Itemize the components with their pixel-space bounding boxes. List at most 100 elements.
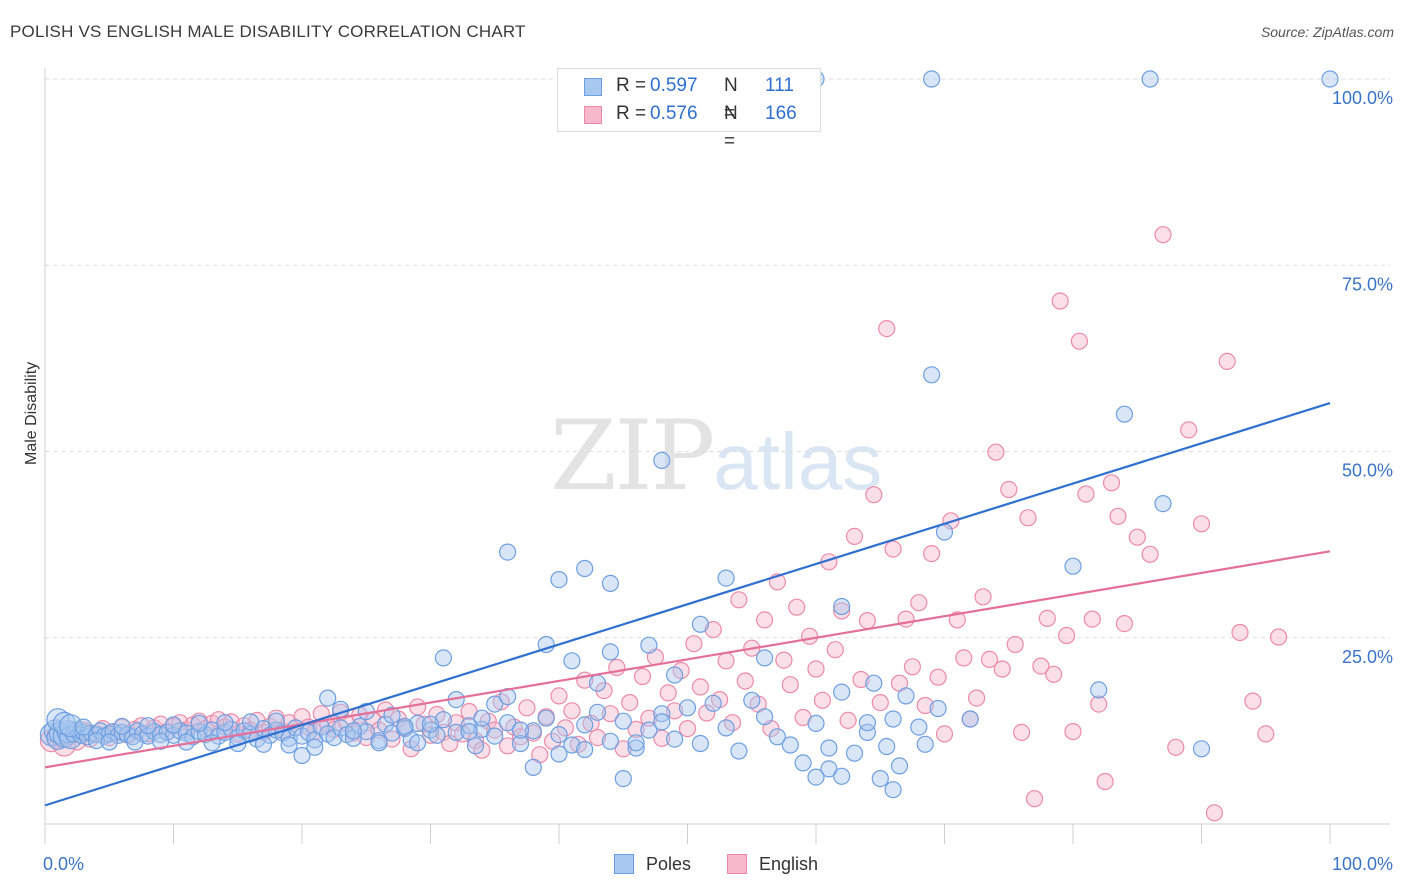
english-point: [1257, 725, 1275, 743]
poles-point: [730, 742, 748, 760]
english-point: [1244, 692, 1262, 710]
poles-point: [563, 652, 581, 670]
english-point: [1231, 623, 1249, 642]
poles-point: [216, 714, 234, 732]
english-point: [621, 693, 639, 712]
poles-point: [601, 574, 620, 593]
english-point: [640, 709, 658, 727]
english-point: [852, 670, 870, 689]
poles-point: [421, 715, 440, 733]
poles-point: [139, 717, 157, 735]
poles-point: [878, 737, 896, 756]
poles-point: [434, 711, 452, 729]
english-point: [736, 672, 754, 690]
english-point: [1192, 515, 1211, 533]
poles-point: [537, 635, 555, 654]
english-point: [1269, 628, 1288, 646]
poles-point: [466, 737, 485, 755]
english-point: [1077, 485, 1095, 503]
poles-point: [511, 721, 530, 739]
english-n-value: 166: [765, 103, 797, 124]
poles-point: [164, 716, 183, 734]
english-point: [878, 320, 896, 338]
x-tick-label-min: 0.0%: [43, 854, 84, 874]
english-point: [627, 720, 645, 739]
y-tick-label: 25.0%: [1342, 647, 1393, 667]
source-label: Source: ZipAtlas.com: [1260, 24, 1394, 40]
poles-point: [383, 706, 401, 724]
english-point: [1102, 474, 1121, 492]
poles-point: [280, 729, 298, 747]
english-point: [685, 635, 703, 653]
english-point: [845, 527, 864, 546]
chart-title: POLISH VS ENGLISH MALE DISABILITY CORREL…: [10, 22, 526, 41]
poles-point: [1090, 681, 1108, 699]
poles-point: [1321, 70, 1339, 88]
poles-point: [665, 730, 684, 748]
poles-point: [588, 674, 607, 692]
legend-english-swatch: [727, 854, 747, 874]
poles-point: [884, 710, 902, 728]
english-point: [800, 627, 819, 645]
english-point: [678, 719, 697, 738]
poles-point: [550, 745, 568, 763]
english-point: [698, 704, 716, 722]
poles-point: [858, 714, 877, 732]
english-point: [1180, 421, 1198, 439]
english-point: [1083, 610, 1101, 628]
english-point: [755, 611, 774, 629]
english-point: [1109, 507, 1127, 525]
poles-point: [897, 687, 915, 705]
english-point: [916, 696, 934, 715]
watermark-zip: ZIP: [550, 400, 715, 512]
english-point: [1006, 635, 1024, 654]
english-point: [1051, 292, 1069, 310]
poles-point: [640, 636, 658, 654]
poles-point: [242, 713, 260, 731]
english-point: [518, 699, 536, 717]
poles-point: [653, 713, 671, 731]
english-point: [826, 641, 844, 659]
english-point: [1096, 772, 1114, 791]
english-point: [1019, 509, 1037, 527]
poles-point: [434, 649, 452, 667]
poles-point: [332, 719, 350, 737]
poles-point: [1115, 405, 1134, 423]
y-tick-label: 75.0%: [1342, 274, 1393, 294]
poles-point: [46, 708, 70, 732]
english-point: [884, 540, 902, 558]
poles-point: [884, 781, 902, 799]
poles-r-label: R =: [616, 75, 647, 96]
english-point: [1070, 332, 1089, 350]
grid-layer: [45, 78, 1390, 639]
poles-point: [807, 714, 825, 733]
poles-point: [627, 739, 645, 757]
poles-point: [319, 689, 337, 707]
poles-point: [640, 721, 658, 739]
english-point: [1000, 480, 1018, 499]
poles-point: [865, 674, 883, 692]
english-point: [665, 702, 684, 720]
axis-layer: [44, 68, 1390, 844]
poles-point: [74, 718, 93, 736]
poles-swatch: [584, 78, 602, 96]
poles-point: [614, 769, 632, 788]
poles-point: [858, 723, 877, 742]
english-trend-line: [44, 550, 1331, 769]
poles-point: [409, 734, 427, 752]
poles-point: [280, 736, 298, 754]
poles-point: [833, 767, 851, 785]
english-point: [1012, 723, 1031, 742]
english-swatch: [584, 106, 602, 124]
english-point: [858, 611, 877, 630]
english-point: [871, 693, 889, 712]
watermark: ZIPatlas: [550, 400, 882, 512]
poles-point: [1141, 70, 1159, 88]
poles-point: [499, 543, 517, 561]
poles-point: [499, 714, 517, 732]
trend-lines: [44, 402, 1331, 807]
english-point: [929, 668, 947, 686]
poles-point: [781, 736, 799, 754]
poles-point: [126, 733, 144, 751]
poles-point: [1064, 557, 1082, 575]
